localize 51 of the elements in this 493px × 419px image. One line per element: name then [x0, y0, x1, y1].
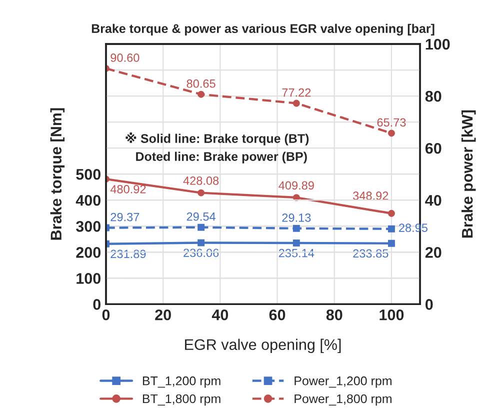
data-label: 428.08: [183, 176, 219, 185]
y2-tick-label: 80: [425, 90, 442, 102]
legend-label: Power_1,800 rpm: [294, 394, 392, 406]
data-label: 409.89: [278, 181, 314, 190]
y-tick-label: 300: [76, 221, 101, 232]
point: [198, 224, 205, 231]
x-axis-title: EGR valve opening [%]: [185, 338, 341, 354]
y2-tick-label: 60: [425, 142, 442, 154]
x-tick-label: 40: [212, 309, 228, 320]
y-tick-label: 100: [76, 273, 101, 284]
point: [388, 240, 395, 247]
data-label: 77.22: [282, 88, 311, 97]
x-tick-label: 100: [380, 309, 404, 320]
point: [388, 225, 395, 232]
annotation: ※ Solid line: Brake torque (BT) Doted line: Brake power (BP): [126, 132, 309, 164]
point: [292, 240, 300, 246]
y2-tick-label: 100: [426, 38, 450, 50]
data-label: 90.60: [110, 54, 140, 62]
legend-label: BT_1,800 rpm: [142, 394, 220, 406]
x-tick-label: 0: [102, 309, 110, 320]
point: [292, 100, 300, 107]
legend-label: Power_1,200 rpm: [294, 376, 392, 388]
point: [198, 239, 205, 246]
point: [198, 189, 205, 196]
point: [198, 90, 205, 98]
data-label: 29.37: [110, 212, 140, 222]
data-label: 29.54: [186, 212, 216, 221]
point: [388, 130, 395, 137]
data-label: 233.85: [353, 249, 388, 258]
data-label: 29.13: [282, 213, 311, 222]
y2-axis-title: Brake power [kW]: [461, 110, 476, 238]
y-axis-title: Brake torque [Nm]: [50, 108, 65, 240]
y2-tick-label: 40: [425, 194, 442, 206]
y-tick-label: 0: [93, 299, 101, 310]
x-tick-label: 80: [326, 309, 342, 320]
x-tick-label: 60: [269, 309, 286, 320]
data-label: 480.92: [110, 184, 146, 194]
y2-tick-label: 0: [426, 299, 433, 310]
point: [388, 210, 395, 217]
data-label: 231.89: [110, 250, 146, 258]
x-tick-label: 20: [155, 309, 171, 320]
y-tick-label: 200: [76, 247, 101, 258]
legend-label: BT_1,200 rpm: [142, 376, 220, 388]
chart-title: Brake torque & power as various EGR valve opening [bar]: [92, 24, 434, 36]
data-label: 235.14: [278, 248, 314, 258]
data-label: 80.65: [186, 79, 216, 88]
data-label: 65.73: [377, 118, 406, 127]
y-tick-label: 500: [76, 168, 101, 180]
y-tick-label: 400: [76, 194, 101, 206]
point: [292, 224, 300, 232]
y2-tick-label: 20: [425, 247, 442, 258]
